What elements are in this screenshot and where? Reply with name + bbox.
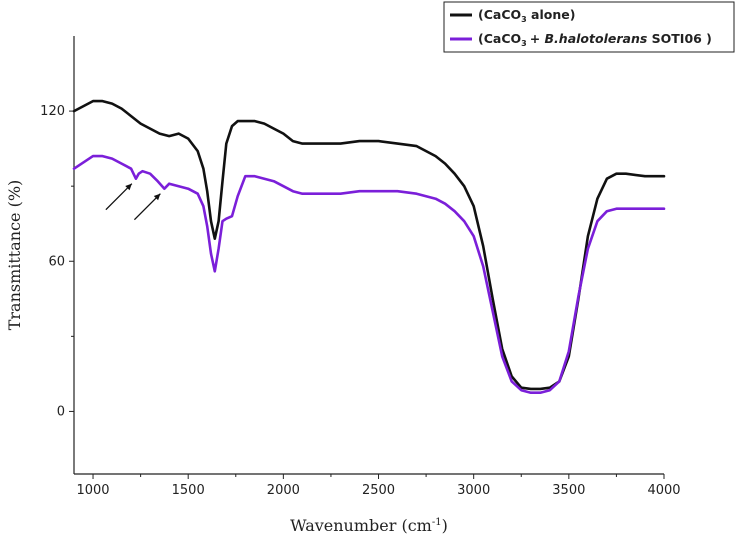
x-tick-label: 2000 [267,483,300,498]
x-tick-label: 1000 [76,483,109,498]
x-tick-label: 2500 [362,483,395,498]
series-layer [72,99,666,395]
annotation-layer [105,183,161,221]
annotation-arrow [105,183,133,211]
x-axis-title: Wavenumber (cm-1) [290,516,448,535]
y-ticks: 0 60 120 [40,104,74,419]
x-ticks: 1000 1500 2000 2500 3000 3500 4000 [76,474,681,498]
legend-box [443,1,735,53]
y-tick-label: 60 [48,254,65,269]
x-tick-label: 3000 [457,483,490,498]
y-tick-label: 120 [40,104,65,119]
series-line-calcite [72,99,666,391]
legend: (CaCO3 alone) (CaCO3 + B.halotolerans SOT… [443,1,735,53]
axes [73,36,664,475]
y-axis-title: Transmittance (%) [5,180,24,331]
y-tick-label: 0 [57,404,65,419]
legend-label-calcite: (CaCO3 alone) [478,7,575,24]
annotation-arrow [133,193,161,221]
x-tick-label: 4000 [647,483,680,498]
legend-label-bacterial: (CaCO3 + B.halotolerans SOTI06 ) [478,31,712,48]
x-tick-label: 1500 [172,483,205,498]
x-tick-label: 3500 [552,483,585,498]
series-line-bacterial [72,154,666,395]
